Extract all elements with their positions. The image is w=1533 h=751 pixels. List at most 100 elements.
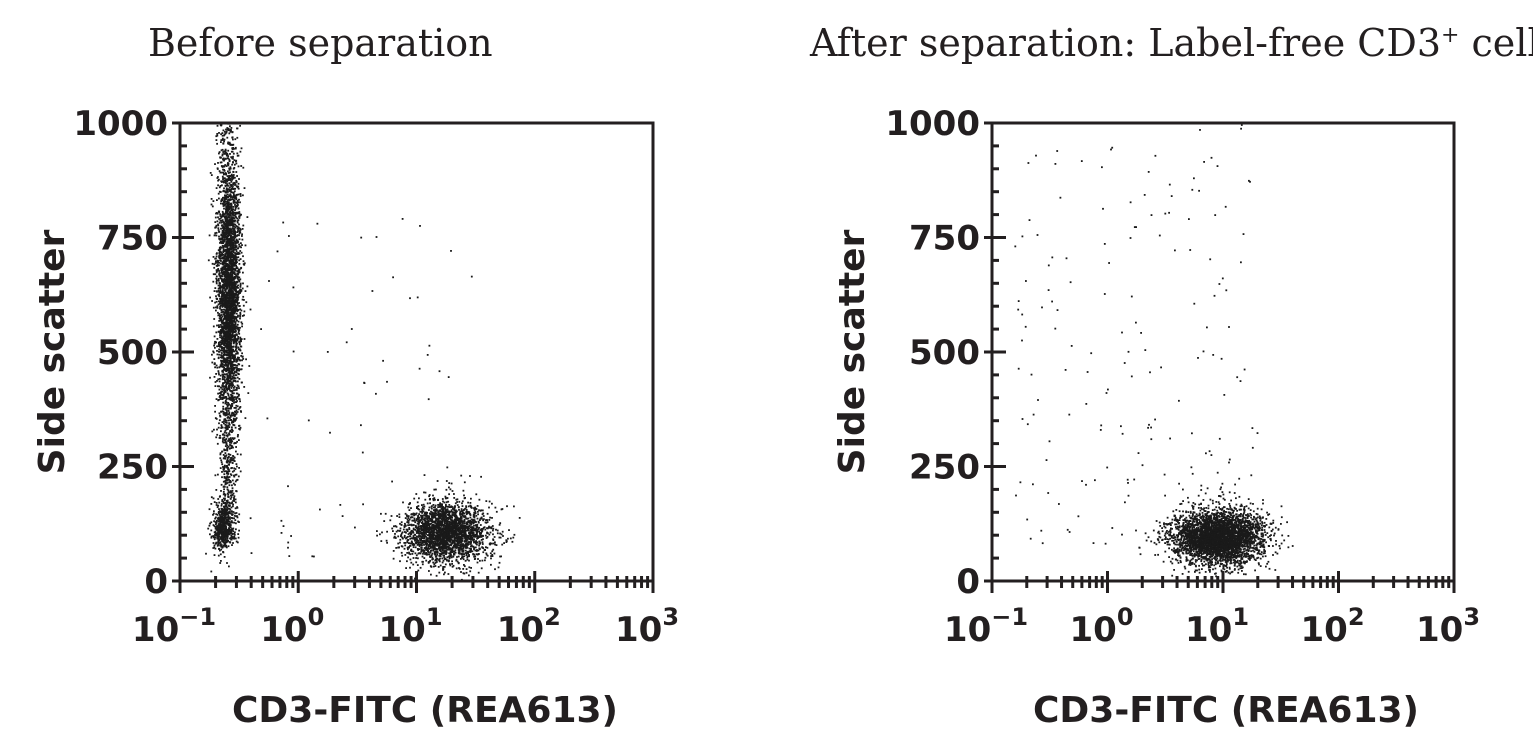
data-point: [227, 142, 229, 145]
data-point: [226, 509, 229, 511]
data-point: [240, 340, 242, 343]
data-point: [225, 383, 228, 385]
data-point: [222, 517, 225, 520]
data-point: [231, 355, 234, 358]
data-point: [473, 541, 475, 544]
data-point: [232, 290, 234, 293]
data-point: [226, 540, 228, 542]
data-point: [214, 474, 217, 477]
data-point: [226, 374, 229, 377]
data-point: [228, 158, 231, 161]
data-point: [222, 281, 225, 283]
data-point: [228, 213, 230, 216]
data-point: [222, 536, 225, 538]
data-point: [232, 231, 235, 233]
data-point: [231, 282, 234, 284]
data-point: [230, 313, 233, 316]
data-point: [483, 518, 485, 521]
data-point: [231, 208, 234, 211]
data-point: [462, 558, 465, 561]
data-point: [222, 165, 225, 167]
data-point: [233, 392, 235, 395]
data-point: [225, 519, 228, 522]
data-point: [215, 534, 217, 537]
data-point: [228, 530, 231, 533]
data-point: [234, 379, 237, 382]
data-point: [222, 260, 224, 263]
data-point: [222, 311, 224, 313]
data-point: [235, 261, 237, 263]
data-point: [237, 394, 240, 397]
data-point: [228, 346, 231, 348]
data-point: [219, 307, 221, 310]
data-point: [234, 282, 237, 285]
data-point: [437, 506, 439, 508]
data-point: [231, 210, 234, 212]
data-point: [240, 147, 243, 150]
data-point: [228, 565, 230, 568]
data-point: [224, 220, 227, 223]
data-point: [229, 458, 232, 461]
data-point: [223, 357, 226, 360]
data-point: [237, 226, 240, 229]
data-point: [230, 506, 233, 509]
data-point: [220, 314, 223, 316]
data-point: [233, 273, 236, 276]
data-point: [225, 271, 228, 273]
data-point: [229, 245, 232, 248]
data-point: [224, 534, 227, 537]
data-point: [217, 370, 220, 372]
data-point: [216, 124, 219, 127]
data-point: [228, 374, 231, 376]
data-point: [220, 269, 223, 271]
data-point: [219, 301, 221, 304]
data-point: [234, 248, 237, 251]
data-point: [226, 294, 229, 296]
data-point: [230, 442, 233, 444]
data-point: [231, 303, 234, 305]
data-point: [215, 516, 217, 519]
data-point: [221, 499, 224, 501]
data-point: [222, 480, 225, 483]
data-point: [226, 532, 228, 535]
data-point: [219, 457, 222, 460]
data-point: [215, 529, 218, 531]
data-point: [230, 144, 233, 146]
data-point: [229, 480, 232, 482]
data-point: [232, 455, 234, 457]
data-point: [235, 341, 238, 344]
data-point: [221, 224, 224, 227]
data-point: [215, 290, 218, 293]
data-point: [233, 295, 236, 298]
data-point: [490, 557, 492, 560]
data-point: [231, 352, 233, 355]
data-point: [418, 532, 420, 534]
data-point: [231, 256, 233, 259]
data-point: [219, 374, 222, 377]
data-point: [224, 266, 227, 269]
data-point: [227, 235, 229, 238]
data-point: [236, 220, 239, 222]
data-point: [228, 222, 231, 225]
data-point: [225, 428, 228, 431]
data-point: [224, 501, 227, 504]
data-point: [230, 254, 232, 256]
data-point: [221, 340, 224, 342]
data-point: [227, 356, 230, 359]
data-point: [228, 186, 231, 189]
data-point: [231, 250, 233, 253]
data-point: [239, 250, 242, 252]
data-point: [236, 221, 239, 224]
data-point: [228, 524, 231, 527]
data-point: [221, 198, 223, 201]
data-point: [229, 354, 232, 356]
data-point: [220, 253, 223, 256]
data-point: [216, 526, 219, 529]
data-point: [229, 444, 231, 446]
data-point: [227, 440, 229, 442]
data-point: [226, 232, 229, 235]
data-point: [229, 524, 232, 526]
data-point: [227, 424, 230, 427]
data-point: [448, 557, 451, 560]
data-point: [235, 291, 238, 293]
